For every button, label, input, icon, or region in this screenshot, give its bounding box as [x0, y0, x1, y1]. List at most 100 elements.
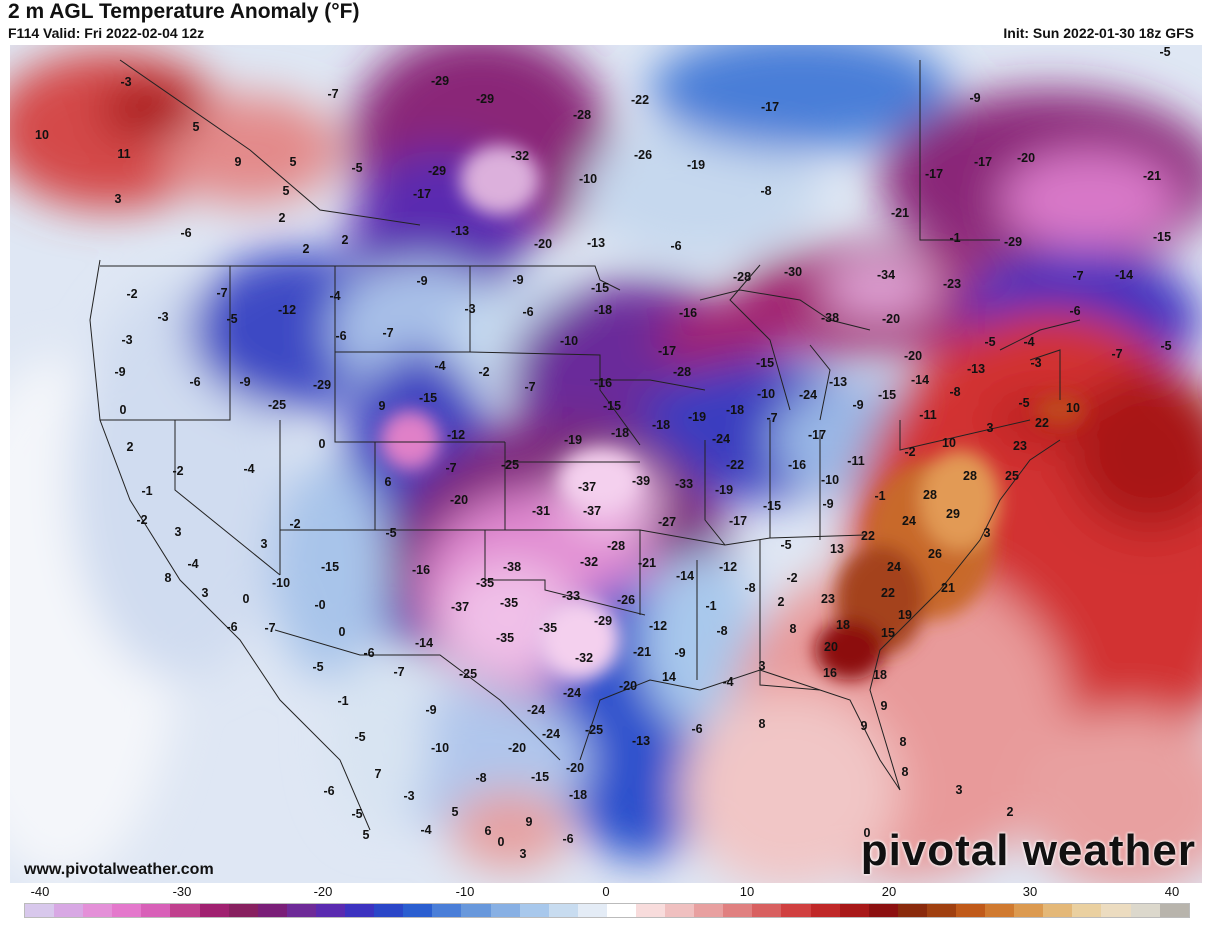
- colorbar-swatch: [374, 904, 404, 917]
- anomaly-value-label: -17: [974, 155, 992, 169]
- colorbar-swatch: [345, 904, 375, 917]
- anomaly-value-label: -6: [189, 375, 200, 389]
- anomaly-value-label: -10: [272, 576, 290, 590]
- anomaly-value-label: -13: [632, 734, 650, 748]
- colorbar-swatch: [752, 904, 782, 917]
- anomaly-value-label: -6: [226, 620, 237, 634]
- anomaly-value-label: 26: [928, 547, 942, 561]
- anomaly-value-label: -15: [531, 770, 549, 784]
- anomaly-value-label: 5: [283, 184, 290, 198]
- anomaly-value-label: -20: [882, 312, 900, 326]
- anomaly-value-label: -9: [852, 398, 863, 412]
- anomaly-value-label: 5: [452, 805, 459, 819]
- anomaly-value-label: -13: [451, 224, 469, 238]
- anomaly-value-label: -5: [1160, 339, 1171, 353]
- anomaly-value-label: 8: [900, 735, 907, 749]
- colorbar-tick: 0: [602, 884, 610, 899]
- colorbar-swatch: [1130, 904, 1160, 917]
- anomaly-value-label: -2: [136, 513, 147, 527]
- anomaly-value-label: -17: [808, 428, 826, 442]
- anomaly-value-label: 8: [790, 622, 797, 636]
- anomaly-value-label: -3: [464, 302, 475, 316]
- anomaly-value-label: -1: [337, 694, 348, 708]
- anomaly-value-label: -15: [878, 388, 896, 402]
- anomaly-value-label: -2: [126, 287, 137, 301]
- anomaly-value-label: -8: [716, 624, 727, 638]
- anomaly-value-label: -34: [877, 268, 895, 282]
- colorbar-swatch: [606, 904, 636, 917]
- anomaly-value-label: -9: [512, 273, 523, 287]
- anomaly-value-label: 2: [279, 211, 286, 225]
- anomaly-value-label: -7: [1111, 347, 1122, 361]
- anomaly-value-label: -14: [676, 569, 694, 583]
- anomaly-value-label: -35: [539, 621, 557, 635]
- anomaly-value-label: 10: [35, 128, 49, 142]
- anomaly-value-label: -20: [534, 237, 552, 251]
- anomaly-value-label: -25: [585, 723, 603, 737]
- colorbar-swatch: [781, 904, 811, 917]
- anomaly-value-label: -6: [180, 226, 191, 240]
- anomaly-value-label: -5: [351, 807, 362, 821]
- anomaly-value-label: -25: [268, 398, 286, 412]
- anomaly-value-label: 9: [861, 719, 868, 733]
- anomaly-value-label: -26: [617, 593, 635, 607]
- anomaly-value-label: 22: [861, 529, 875, 543]
- anomaly-value-label: -16: [679, 306, 697, 320]
- colorbar-swatch: [141, 904, 171, 917]
- anomaly-value-label: 3: [115, 192, 122, 206]
- colorbar-swatch: [577, 904, 607, 917]
- anomaly-value-label: 0: [864, 826, 871, 840]
- anomaly-value-label: -12: [649, 619, 667, 633]
- anomaly-value-label: -8: [760, 184, 771, 198]
- anomaly-value-label: -14: [911, 373, 929, 387]
- anomaly-value-label: -14: [415, 636, 433, 650]
- brand-logo: pivotal weather: [860, 826, 1196, 875]
- colorbar-tick: 10: [739, 884, 755, 899]
- anomaly-value-label: -3: [157, 310, 168, 324]
- colorbar-swatch: [897, 904, 927, 917]
- anomaly-value-label: -25: [501, 458, 519, 472]
- anomaly-value-label: 2: [778, 595, 785, 609]
- anomaly-value-label: -9: [674, 646, 685, 660]
- anomaly-value-label: 9: [379, 399, 386, 413]
- colorbar-swatch: [403, 904, 433, 917]
- anomaly-value-label: -26: [634, 148, 652, 162]
- anomaly-value-label: 19: [898, 608, 912, 622]
- anomaly-value-label: 24: [887, 560, 901, 574]
- anomaly-value-label: -9: [425, 703, 436, 717]
- anomaly-value-label: -13: [967, 362, 985, 376]
- anomaly-value-label: 3: [175, 525, 182, 539]
- anomaly-value-label: 0: [120, 403, 127, 417]
- colorbar-swatch: [461, 904, 491, 917]
- anomaly-value-label: 2: [127, 440, 134, 454]
- anomaly-value-label: 22: [1035, 416, 1049, 430]
- anomaly-value-label: 14: [662, 670, 676, 684]
- anomaly-value-label: 10: [942, 436, 956, 450]
- anomaly-value-label: -7: [216, 286, 227, 300]
- anomaly-value-label: -20: [508, 741, 526, 755]
- anomaly-value-label: -28: [573, 108, 591, 122]
- anomaly-value-label: -5: [226, 312, 237, 326]
- anomaly-value-label: -38: [503, 560, 521, 574]
- anomaly-value-label: -19: [715, 483, 733, 497]
- anomaly-value-label: -18: [611, 426, 629, 440]
- anomaly-value-label: -3: [121, 333, 132, 347]
- colorbar-tick: -10: [455, 884, 475, 899]
- colorbar-swatch: [519, 904, 549, 917]
- anomaly-value-label: -24: [542, 727, 560, 741]
- anomaly-value-label: 0: [243, 592, 250, 606]
- anomaly-value-label: -10: [757, 387, 775, 401]
- anomaly-value-label: -19: [687, 158, 705, 172]
- colorbar-swatch: [228, 904, 258, 917]
- anomaly-value-label: 25: [1005, 469, 1019, 483]
- anomaly-value-label: -10: [821, 473, 839, 487]
- anomaly-value-label: -23: [943, 277, 961, 291]
- anomaly-value-label: -5: [354, 730, 365, 744]
- anomaly-value-label: -20: [1017, 151, 1035, 165]
- anomaly-value-label: 0: [339, 625, 346, 639]
- anomaly-value-label: -0: [314, 598, 325, 612]
- colorbar-swatch: [723, 904, 753, 917]
- website-url[interactable]: www.pivotalweather.com: [24, 861, 214, 878]
- anomaly-value-label: 0: [498, 835, 505, 849]
- anomaly-value-label: -12: [719, 560, 737, 574]
